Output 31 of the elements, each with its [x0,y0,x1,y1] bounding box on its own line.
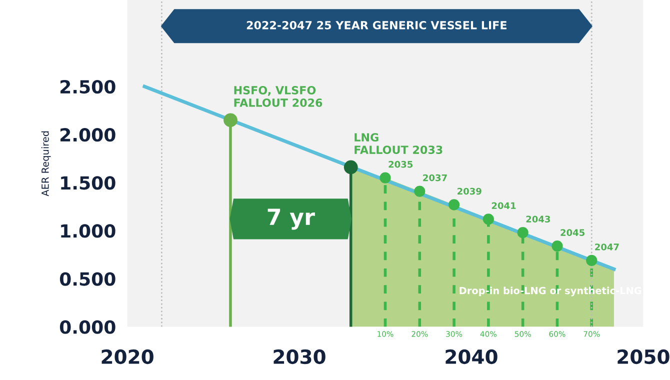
point [586,254,598,266]
y-tick-label: 2.500 [60,80,116,94]
point [517,227,528,238]
point [344,160,358,174]
point [224,113,238,128]
y-tick-label: 2.000 [60,128,116,142]
point [482,214,494,225]
x-tick-label: 2040 [446,349,498,364]
x-tick-label: 2050 [618,349,670,364]
annotation: 2047 [595,244,619,250]
point [552,240,563,252]
band-label: 2022-2047 25 YEAR GENERIC VESSEL LIFE [246,20,506,30]
point [448,199,460,210]
annotation: 2041 [492,202,516,210]
annotation: 2043 [526,216,550,223]
point [414,186,426,197]
annotation: 2045 [560,229,584,236]
y-tick-label: 1.500 [61,176,116,190]
band-label: 7 yr [268,208,315,230]
point [380,172,391,184]
y-axis-title: AER Required [41,131,51,196]
y-tick-label: 0.500 [60,272,116,286]
x-tick-label: 2020 [102,349,154,364]
annotation: 2039 [458,188,482,195]
annotation: 2035 [388,160,413,168]
y-tick-label: 1.000 [61,224,116,238]
x-tick-label: 2030 [274,349,326,364]
annotation: HSFO, VLSFO FALLOUT 2026 [234,86,322,107]
annotation: 2037 [423,174,447,182]
y-tick-label: 0.000 [60,320,116,334]
annotation: LNG FALLOUT 2033 [354,133,442,154]
